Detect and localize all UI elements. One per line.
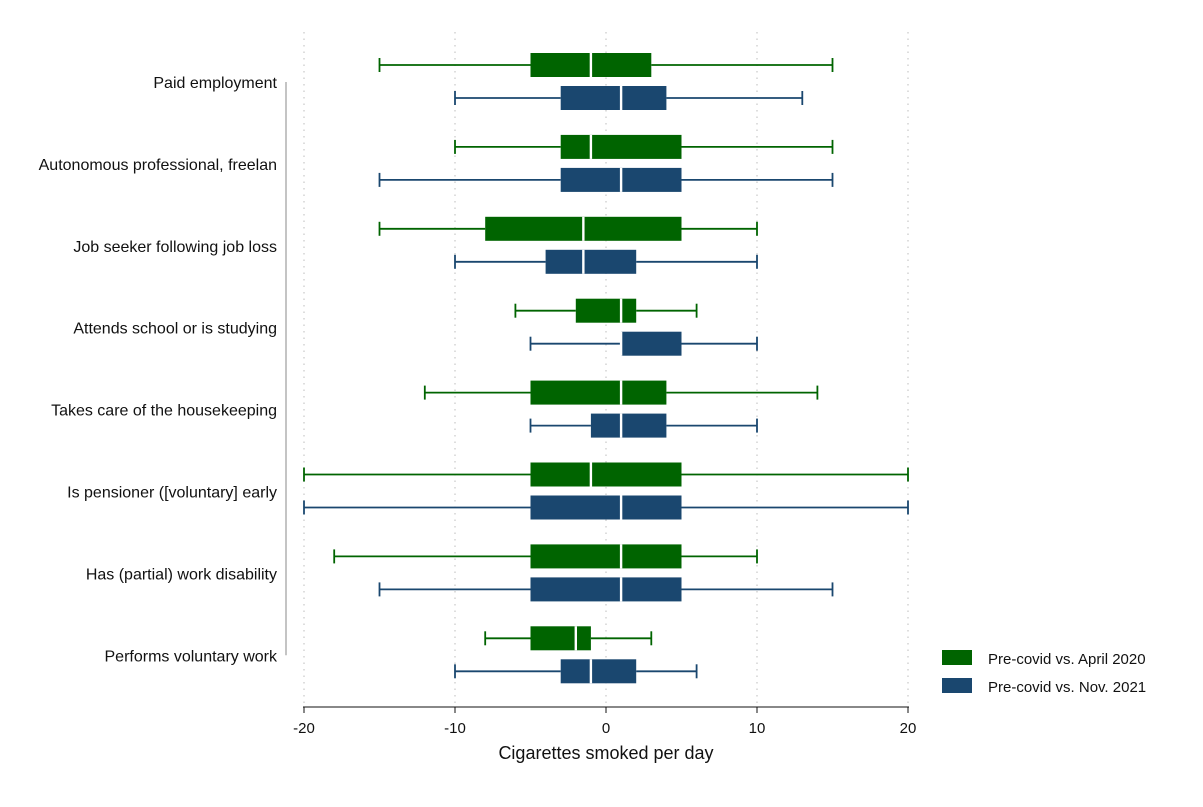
iqr-box xyxy=(530,380,667,405)
box-0-4 xyxy=(423,380,819,405)
x-tick-label: 0 xyxy=(602,720,610,737)
box-1-7 xyxy=(454,659,698,684)
box-0-1 xyxy=(454,134,834,159)
category-label: Is pensioner ([voluntary] early xyxy=(67,485,277,502)
category-label: Has (partial) work disability xyxy=(86,566,277,583)
box-1-2 xyxy=(454,249,758,274)
box-1-4 xyxy=(529,413,758,438)
box-layer xyxy=(303,53,909,684)
box-0-6 xyxy=(333,544,758,569)
x-tick-label: -10 xyxy=(444,720,466,737)
legend-swatch xyxy=(942,650,972,665)
legend-label: Pre-covid vs. Nov. 2021 xyxy=(988,679,1146,696)
legend: Pre-covid vs. April 2020 Pre-covid vs. No… xyxy=(942,650,1146,696)
x-axis: -20 -10 0 10 20 xyxy=(293,706,917,737)
box-0-7 xyxy=(484,626,653,651)
legend-swatch xyxy=(942,678,972,693)
iqr-box xyxy=(530,577,682,602)
category-label: Performs voluntary work xyxy=(105,648,278,665)
iqr-box xyxy=(560,134,682,159)
x-tick-label: -20 xyxy=(293,720,315,737)
box-0-2 xyxy=(378,216,758,241)
box-0-0 xyxy=(378,53,834,77)
category-label: Paid employment xyxy=(153,75,277,92)
iqr-box xyxy=(530,626,591,651)
category-label: Job seeker following job loss xyxy=(73,239,277,256)
category-axis: Paid employment Autonomous professional, … xyxy=(39,75,287,665)
category-label: Attends school or is studying xyxy=(73,321,277,338)
category-label: Takes care of the housekeeping xyxy=(51,403,277,420)
iqr-box xyxy=(621,331,682,356)
box-1-0 xyxy=(454,86,804,110)
box-1-1 xyxy=(378,167,834,192)
box-1-3 xyxy=(529,331,758,356)
x-axis-title: Cigarettes smoked per day xyxy=(498,743,713,763)
box-1-5 xyxy=(303,495,909,520)
iqr-box xyxy=(560,86,667,110)
iqr-box xyxy=(545,249,637,274)
box-0-5 xyxy=(303,462,909,487)
iqr-box xyxy=(575,298,637,323)
x-tick-label: 20 xyxy=(900,720,917,737)
grid-layer xyxy=(303,32,909,707)
iqr-box xyxy=(530,462,682,487)
iqr-box xyxy=(530,495,682,520)
category-label: Autonomous professional, freelan xyxy=(39,157,277,174)
iqr-box xyxy=(590,413,667,438)
box-1-6 xyxy=(378,577,834,602)
legend-label: Pre-covid vs. April 2020 xyxy=(988,651,1146,668)
x-tick-label: 10 xyxy=(749,720,766,737)
box-0-3 xyxy=(514,298,698,323)
iqr-box xyxy=(530,544,682,569)
iqr-box xyxy=(560,659,637,684)
